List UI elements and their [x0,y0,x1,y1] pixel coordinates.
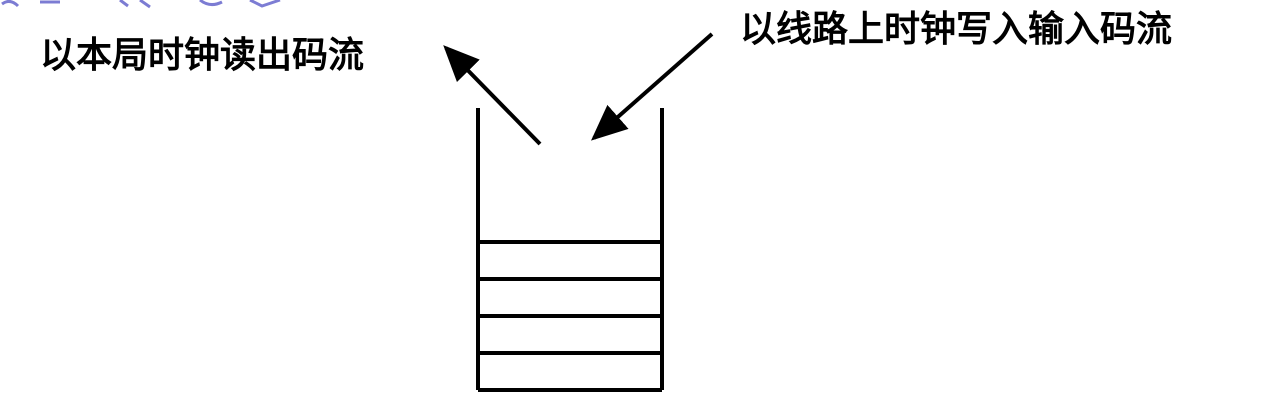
read-out-label: 以本局时钟读出码流 [40,35,365,76]
buffer-slots [478,240,662,392]
write-in-label: 以线路上时钟写入输入码流 [740,9,1173,50]
arrow-up-left-icon [443,45,542,146]
cropped-title-fragment [1,0,281,9]
arrow-down-left-icon [590,32,714,141]
